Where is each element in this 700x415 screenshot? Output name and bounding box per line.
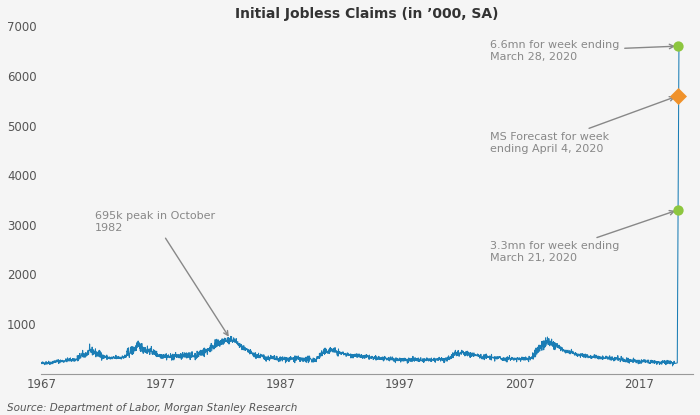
Text: Source: Department of Labor, Morgan Stanley Research: Source: Department of Labor, Morgan Stan… [7, 403, 298, 413]
Text: 6.6mn for week ending
March 28, 2020: 6.6mn for week ending March 28, 2020 [490, 40, 674, 62]
Title: Initial Jobless Claims (in ’000, SA): Initial Jobless Claims (in ’000, SA) [235, 7, 499, 21]
Text: MS Forecast for week
ending April 4, 2020: MS Forecast for week ending April 4, 202… [490, 97, 674, 154]
Point [673, 43, 684, 49]
Point [673, 93, 684, 99]
Text: 695k peak in October
1982: 695k peak in October 1982 [95, 212, 228, 335]
Point [673, 207, 684, 213]
Text: 3.3mn for week ending
March 21, 2020: 3.3mn for week ending March 21, 2020 [490, 210, 674, 263]
